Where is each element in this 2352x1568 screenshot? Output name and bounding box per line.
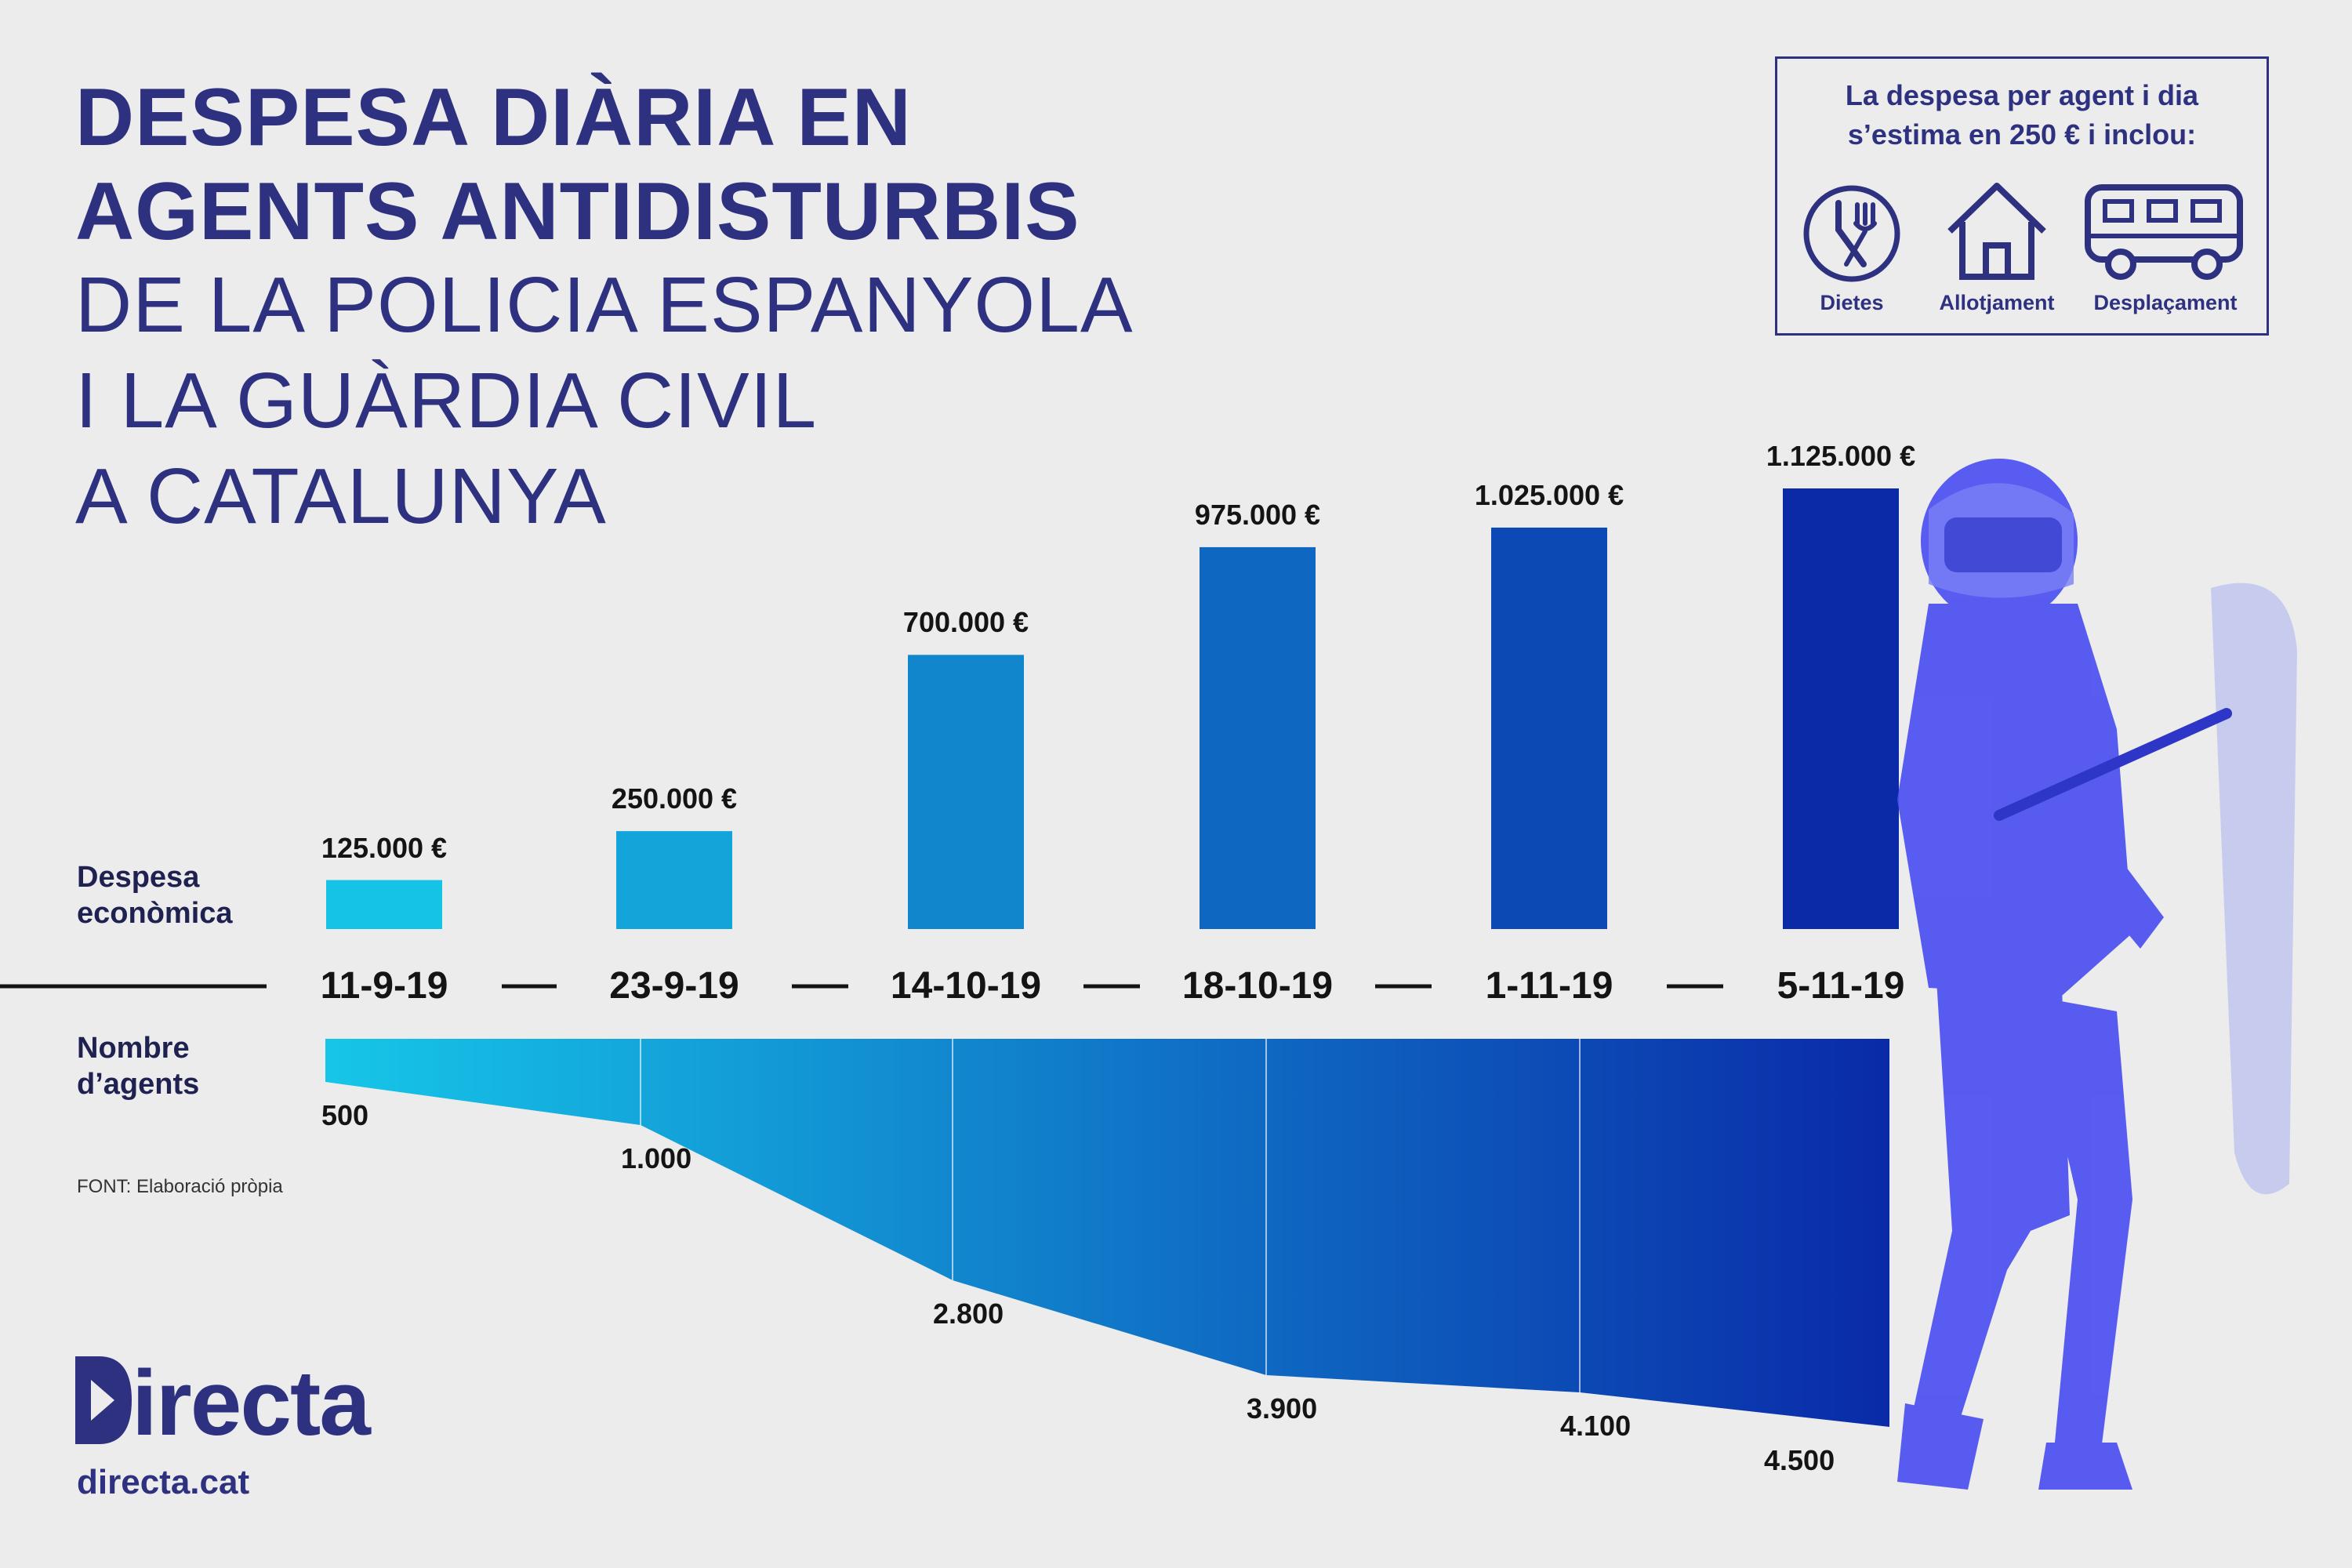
agents-row-label-line-2: d’agents — [77, 1068, 200, 1101]
info-label-allotjament: Allotjament — [1939, 291, 2055, 314]
title-line-1: DESPESA DIÀRIA EN — [75, 72, 912, 163]
expense-value-label-5: 1.025.000 € — [1474, 478, 1624, 511]
expense-value-label-6: 1.125.000 € — [1766, 440, 1916, 472]
expense-bar-4 — [1200, 546, 1316, 929]
expense-bar-1 — [326, 880, 442, 929]
agents-value-label-3: 2.800 — [933, 1298, 1004, 1330]
van-icon — [2085, 184, 2243, 280]
info-text-line-2: s’estima en 250 € i inclou: — [1847, 118, 2197, 151]
expense-row-label-line-2: econòmica — [77, 897, 233, 930]
title-line-5: A CATALUNYA — [75, 452, 607, 540]
agents-row-label: Nombre d’agents — [77, 1030, 199, 1102]
date-label-4: 18-10-19 — [1140, 964, 1375, 1007]
info-text: La despesa per agent i dia s’estima en 2… — [1777, 76, 2267, 154]
expense-value-label-3: 700.000 € — [902, 606, 1029, 639]
expense-row-label: Despesa econòmica — [77, 859, 233, 931]
expense-bar-3 — [908, 655, 1024, 929]
brand-url: directa.cat — [77, 1463, 250, 1501]
source-note: FONT: Elaboració pròpia — [77, 1176, 283, 1197]
directa-logo-icon — [75, 1356, 132, 1444]
agents-value-label-5: 4.100 — [1560, 1410, 1632, 1442]
date-label-2: 23-9-19 — [557, 964, 792, 1007]
agents-row-label-line-1: Nombre — [77, 1032, 190, 1065]
riot-police-illustration — [1897, 459, 2297, 1490]
expense-bar-6 — [1783, 488, 1899, 929]
house-icon — [1947, 183, 2046, 280]
cutlery-icon — [1803, 185, 1900, 282]
date-label-1: 11-9-19 — [267, 964, 502, 1007]
expense-value-label-1: 125.000 € — [321, 831, 448, 864]
title-line-2: AGENTS ANTIDISTURBIS — [75, 166, 1080, 257]
expense-value-label-2: 250.000 € — [611, 782, 738, 815]
agents-value-label-6: 4.500 — [1764, 1444, 1835, 1476]
date-label-3: 14-10-19 — [848, 964, 1083, 1007]
title-line-4: I LA GUÀRDIA CIVIL — [75, 357, 818, 445]
agents-value-label-4: 3.900 — [1247, 1392, 1318, 1425]
date-label-6: 5-11-19 — [1723, 964, 1958, 1007]
agents-area — [325, 1039, 1889, 1427]
agents-value-label-2: 1.000 — [621, 1142, 692, 1174]
title-line-3: DE LA POLICIA ESPANYOLA — [75, 261, 1134, 349]
expense-bar-5 — [1491, 527, 1607, 929]
info-label-desplacament: Desplaçament — [2093, 291, 2238, 314]
brand-name: irecta — [132, 1352, 371, 1455]
expense-value-label-4: 975.000 € — [1194, 498, 1321, 531]
agents-value-label-1: 500 — [321, 1099, 369, 1131]
info-text-line-1: La despesa per agent i dia — [1845, 79, 2199, 111]
info-label-dietes: Dietes — [1820, 291, 1884, 314]
date-label-5: 1-11-19 — [1432, 964, 1667, 1007]
expense-row-label-line-1: Despesa — [77, 861, 200, 894]
info-box: La despesa per agent i dia s’estima en 2… — [1775, 56, 2269, 336]
expense-bar-2 — [616, 831, 732, 929]
